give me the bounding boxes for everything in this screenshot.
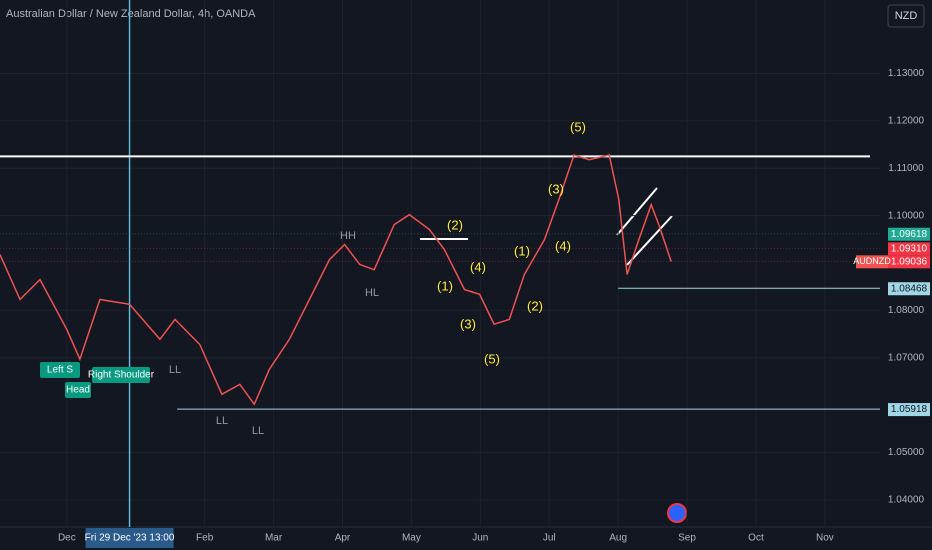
x-tick-label: Dec [58,533,76,544]
x-tick-label: Mar [265,533,283,544]
price-label: 1.05918 [891,404,928,415]
price-label-bg [888,403,930,417]
wave-label: (4) [470,259,486,274]
y-tick-label: 1.07000 [888,352,925,363]
pattern-label-bg [92,367,150,383]
wave-label: (2) [447,217,463,232]
wave-label: (5) [484,351,500,366]
price-axis [880,0,932,550]
x-tick-label: Jun [472,533,488,544]
x-tick-label: Apr [335,533,351,544]
symbol-label-bg [856,255,888,269]
currency-button[interactable] [887,4,925,28]
x-tick-label: Jul [543,533,556,544]
pattern-label-bg [65,382,91,398]
crosshair-label-bg [85,528,174,548]
y-tick-label: 1.10000 [888,210,925,221]
wave-label: (1) [514,243,530,258]
y-tick-label: 1.04000 [888,495,925,506]
y-tick-label: 1.11000 [888,163,924,174]
price-label: 1.08468 [891,283,928,294]
x-tick-label: Feb [196,533,214,544]
price-label-bg [888,255,930,269]
x-tick-label: Aug [609,533,627,544]
pattern-label: Head [66,385,90,396]
chart-title: Australian Dollar / New Zealand Dollar, … [6,8,256,20]
channel-line [626,215,673,266]
pattern-label: Left S [47,365,73,376]
y-tick-label: 1.05000 [888,447,925,458]
price-label: 1.09618 [891,229,928,240]
price-label: 1.09310 [891,243,928,254]
wave-label: (3) [548,181,564,196]
pattern-label: Right Shoulder [88,370,155,381]
swing-label: LL [216,415,228,427]
price-label-bg [888,282,930,296]
wave-label: (4) [555,238,571,253]
currency[interactable]: NZD [895,10,918,22]
x-tick-label: Nov [816,533,834,544]
x-tick-label: Oct [748,533,764,544]
price-label-bg [888,227,930,241]
symbol-label: AUDNZD [853,256,891,266]
wave-label: (5) [570,119,586,134]
x-tick-label: Sep [678,533,696,544]
wave-label: (1) [437,278,453,293]
swing-label: LL [252,425,264,437]
price-label: 1.09036 [891,256,928,267]
crosshair-label: Fri 29 Dec '23 13:00 [85,533,175,544]
y-tick-label: 1.12000 [888,115,925,126]
event-icon[interactable] [667,503,687,523]
price-line [0,154,672,406]
y-tick-label: 1.13000 [888,68,925,79]
swing-label: HH [340,230,356,242]
swing-label: HL [365,287,379,299]
price-label-bg [888,242,930,256]
y-tick-label: 1.08000 [888,305,925,316]
channel-line [616,187,658,236]
x-tick-label: May [402,533,421,544]
wave-label: (3) [460,316,476,331]
pattern-label-bg [40,362,80,378]
swing-label: LL [169,364,181,376]
wave-label: (2) [527,298,543,313]
